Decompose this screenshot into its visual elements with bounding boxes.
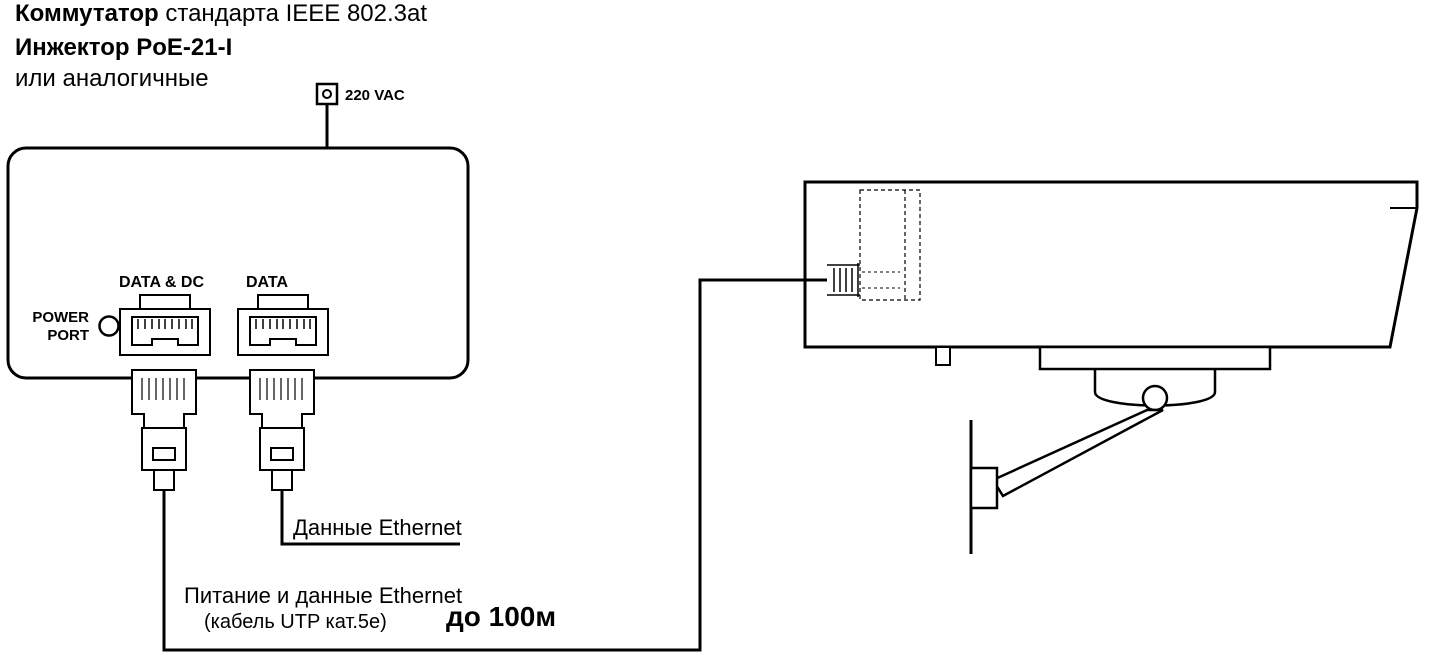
injector-box [8,84,468,378]
rj45-plug-left [132,370,196,490]
power-port-icon [100,317,119,336]
voltage-plug-icon [317,84,337,104]
diagram-stage: Коммутатор стандарта IEEE 802.3at Инжект… [0,0,1437,661]
rj45-plug-right [250,370,314,490]
rj45-port-data [238,295,328,355]
camera-drawing [805,182,1417,554]
diagram-svg [0,0,1437,661]
data-cable [282,490,460,544]
rj45-port-data-dc [120,295,210,355]
